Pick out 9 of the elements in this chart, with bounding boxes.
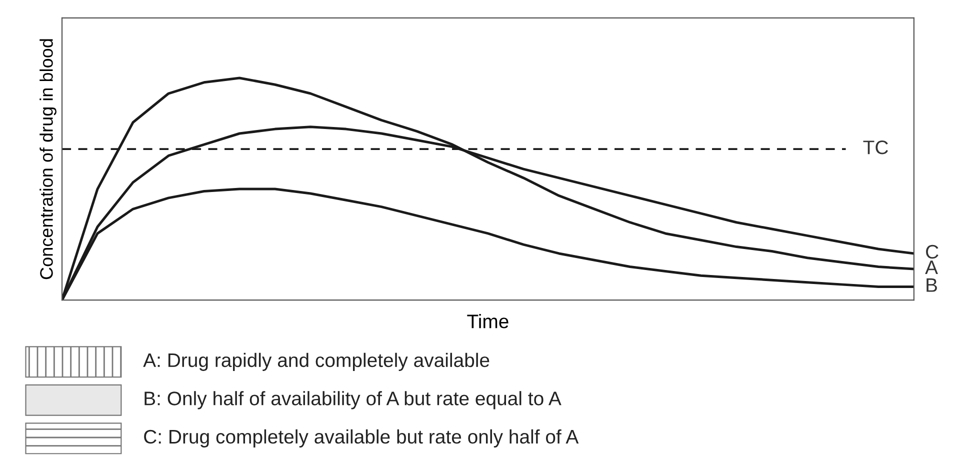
ref-line-label: TC xyxy=(863,140,888,154)
series-label: A xyxy=(925,260,938,274)
text: B: Only half of availability of A but rate equal to A xyxy=(144,391,562,410)
x-axis-title: Time xyxy=(467,314,508,328)
series-label: C xyxy=(926,244,938,259)
series-label: B xyxy=(926,278,937,292)
y-axis-title: Concentration of drug in blood xyxy=(40,39,56,280)
text: A: Drug rapidly and completely available xyxy=(143,352,490,371)
text: C: Drug completely available but rate only half of A xyxy=(144,429,579,448)
